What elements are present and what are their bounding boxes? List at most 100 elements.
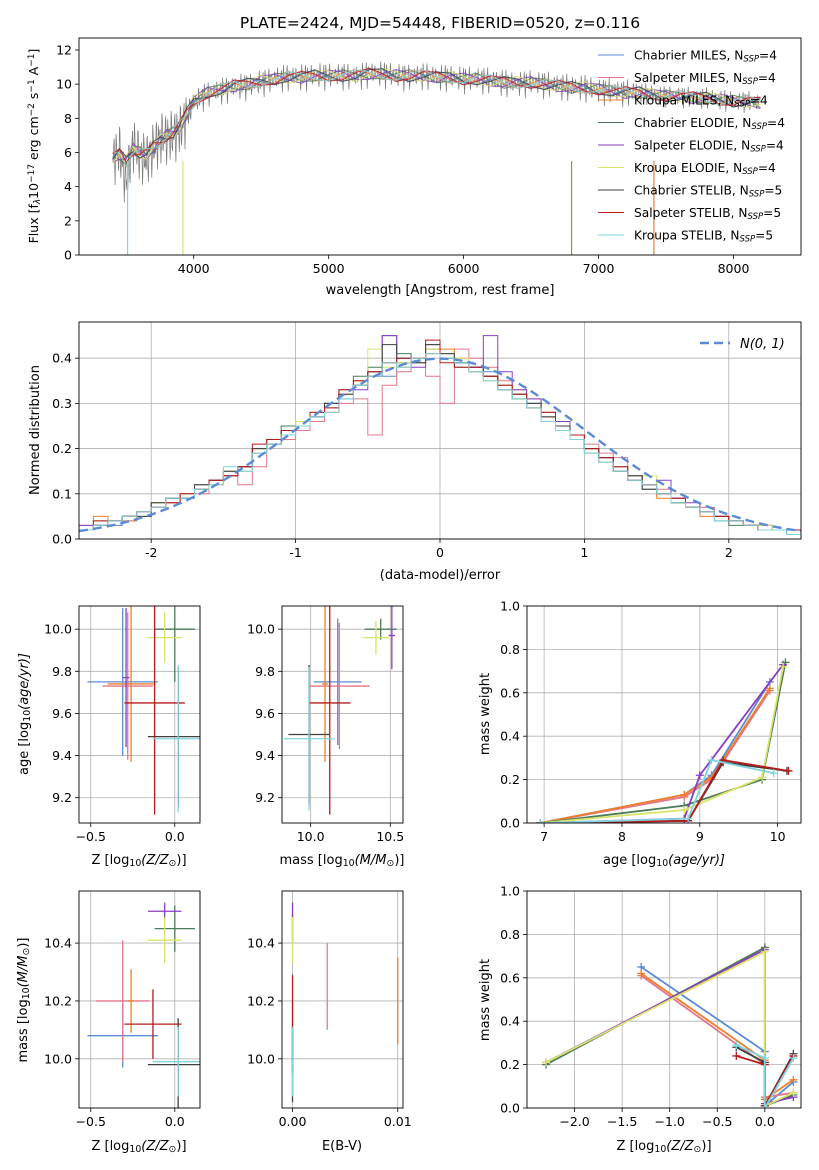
y-axis-label: Normed distribution bbox=[28, 365, 43, 495]
legend-text: Chabrier STELIB, N bbox=[634, 184, 749, 198]
y-axis-label: mass weight bbox=[478, 673, 493, 755]
x-tick-label: 0.0 bbox=[165, 1114, 185, 1129]
y-tick-label: 10.4 bbox=[44, 936, 72, 951]
x-axis-label: Z [log10(Z/Z⊙)] bbox=[616, 1139, 711, 1155]
legend-entry: Salpeter MILES, NSSP=4 bbox=[634, 71, 776, 87]
x-tick-label: 7 bbox=[540, 829, 548, 844]
label-part: )] bbox=[394, 853, 404, 868]
x-tick-label: 1 bbox=[580, 545, 588, 560]
point-marker bbox=[789, 1054, 798, 1063]
legend-entry: Kroupa MILES, NSSP=4 bbox=[634, 94, 768, 110]
series-line bbox=[540, 761, 788, 823]
legend-text: Salpeter ELODIE, N bbox=[634, 139, 750, 153]
y-tick-label: 0.6 bbox=[500, 970, 520, 985]
model-spectrum bbox=[112, 69, 761, 168]
label-part: ⊙ bbox=[21, 948, 32, 956]
legend-text: Kroupa STELIB, N bbox=[634, 229, 740, 243]
label-part: )] bbox=[16, 938, 31, 948]
y-axis-label: age [log10(age/yr)] bbox=[17, 653, 33, 775]
axes-frame bbox=[281, 605, 404, 824]
x-tick-label: 0 bbox=[436, 545, 444, 560]
label-part: 10 bbox=[129, 1144, 141, 1155]
z_vs_weight-panel bbox=[523, 890, 802, 1112]
label-part: Z [log bbox=[91, 853, 129, 868]
label-part: ⊙ bbox=[169, 858, 177, 869]
point-marker bbox=[684, 814, 693, 823]
label-part: −2 bbox=[27, 103, 37, 116]
axes-frame bbox=[526, 890, 802, 1109]
legend-text: Chabrier MILES, N bbox=[634, 49, 743, 63]
legend-entry: Chabrier ELODIE, NSSP=4 bbox=[634, 116, 785, 132]
label-part: 10 bbox=[21, 987, 32, 999]
label-part: )] bbox=[176, 853, 186, 868]
chart-title: PLATE=2424, MJD=54448, FIBERID=0520, z=0… bbox=[240, 14, 640, 32]
series-line bbox=[540, 666, 784, 823]
label-part: ⊙ bbox=[694, 1144, 702, 1155]
ebv_vs_mass-panel bbox=[278, 890, 404, 1112]
point-marker bbox=[637, 969, 646, 978]
label-part: Z [log bbox=[91, 1139, 129, 1154]
series-line bbox=[540, 687, 771, 823]
x-axis-label: Z [log10(Z/Z⊙)] bbox=[91, 1139, 186, 1155]
x-axis-label: Z [log10(Z/Z⊙)] bbox=[91, 853, 186, 869]
x-tick-label: 4000 bbox=[178, 261, 210, 276]
x-tick-label: 10.0 bbox=[297, 829, 325, 844]
y-tick-label: 0.4 bbox=[52, 351, 72, 366]
axes-frame bbox=[526, 605, 802, 824]
label-part: (Z/Z bbox=[141, 1139, 169, 1154]
label-part: (age/yr)] bbox=[668, 853, 725, 868]
label-part: ] bbox=[26, 49, 41, 54]
x-tick-label: −1.5 bbox=[607, 1114, 637, 1129]
series-line bbox=[540, 690, 771, 823]
x-tick-label: −0.5 bbox=[76, 1114, 106, 1129]
model-spectrum bbox=[112, 68, 761, 160]
y-tick-label: 9.6 bbox=[52, 706, 72, 721]
x-tick-label: −1.0 bbox=[655, 1114, 685, 1129]
legend-entry: Salpeter ELODIE, NSSP=4 bbox=[634, 139, 784, 155]
point-marker bbox=[784, 766, 793, 775]
x-axis-label: wavelength [Angstrom, rest frame] bbox=[326, 283, 555, 298]
x-tick-label: 0.01 bbox=[384, 1114, 412, 1129]
legend-sub: SSP bbox=[742, 167, 758, 177]
plot-area bbox=[87, 606, 200, 815]
y-tick-label: 10 bbox=[56, 77, 72, 92]
x-tick-label: 8000 bbox=[718, 261, 750, 276]
histogram-step bbox=[79, 353, 801, 539]
legend-text: Salpeter MILES, N bbox=[634, 71, 742, 85]
label-part: age [log bbox=[17, 722, 32, 775]
y-tick-label: 0.6 bbox=[500, 685, 520, 700]
legend-text: Kroupa MILES, N bbox=[634, 94, 734, 108]
y-tick-label: 9.4 bbox=[255, 748, 275, 763]
y-tick-label: 8 bbox=[64, 111, 72, 126]
y-tick-label: 0 bbox=[64, 248, 72, 263]
y-tick-label: 0.3 bbox=[52, 396, 72, 411]
y-tick-label: 10.0 bbox=[247, 1051, 275, 1066]
x-tick-label: 0.0 bbox=[165, 829, 185, 844]
label-part: s bbox=[26, 93, 41, 104]
y-tick-label: 10.0 bbox=[44, 622, 72, 637]
y-tick-label: 9.2 bbox=[52, 790, 72, 805]
y-tick-label: 10.2 bbox=[247, 993, 275, 1008]
legend-text: =4 bbox=[759, 49, 777, 63]
legend-text: =5 bbox=[764, 184, 782, 198]
series-line bbox=[545, 950, 794, 1108]
y-tick-label: 4 bbox=[64, 179, 72, 194]
x-tick-label: −0.5 bbox=[702, 1114, 732, 1129]
y-axis-label: Flux [fλ10−17 erg cm−2 s−1 A−1] bbox=[26, 49, 43, 244]
legend-sub: SSP bbox=[751, 122, 767, 132]
y-tick-label: 0.4 bbox=[500, 1014, 520, 1029]
y-tick-label: 0.4 bbox=[500, 729, 520, 744]
x-tick-label: 8 bbox=[618, 829, 626, 844]
legend-sub: SSP bbox=[749, 190, 765, 200]
y-tick-label: 10.4 bbox=[247, 936, 275, 951]
plot-area bbox=[112, 61, 761, 255]
point-marker bbox=[542, 1058, 551, 1067]
y-axis-label: mass weight bbox=[478, 959, 493, 1041]
plot-area bbox=[536, 658, 793, 823]
y-tick-label: 0.8 bbox=[500, 927, 520, 942]
x-tick-label: −0.5 bbox=[76, 829, 106, 844]
point-marker bbox=[680, 790, 689, 799]
label-part: (Z/Z bbox=[141, 853, 169, 868]
label-part: )] bbox=[701, 1139, 711, 1154]
point-marker bbox=[732, 1041, 741, 1050]
